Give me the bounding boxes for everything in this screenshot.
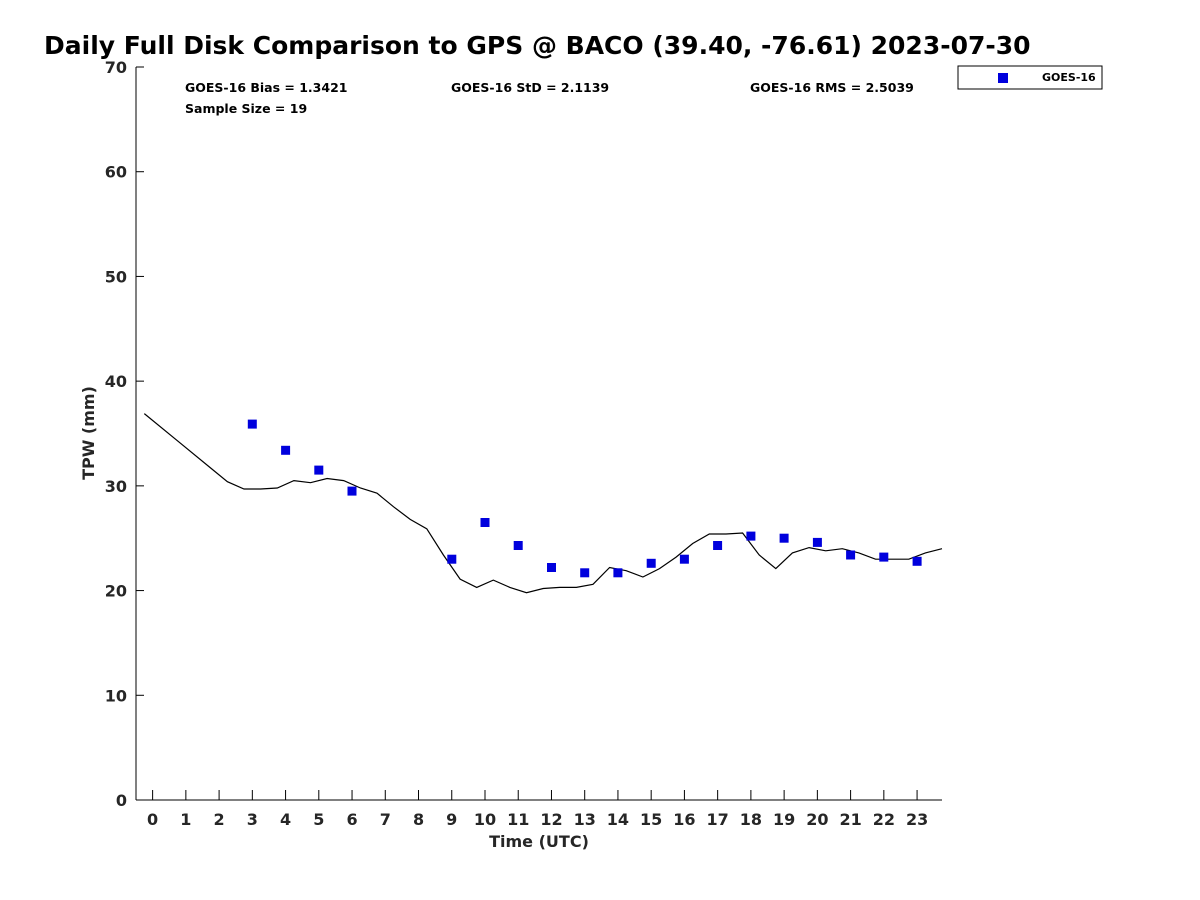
y-tick-label: 0 [116,791,127,810]
goes-16-point [912,556,922,566]
x-tick-label: 10 [474,810,496,829]
goes-16-point [314,465,324,475]
y-tick-label: 50 [105,267,127,286]
goes-16-point [646,558,656,568]
x-tick-label: 18 [740,810,762,829]
x-tick-label: 6 [346,810,357,829]
x-tick-label: 11 [507,810,529,829]
goes-16-point [713,541,723,550]
chart-title: Daily Full Disk Comparison to GPS @ BACO… [44,31,1031,60]
x-tick-label: 17 [707,810,729,829]
goes-16-point [513,541,523,550]
y-tick-label: 30 [105,477,127,496]
goes-16-point [281,445,291,455]
sample-size-stat: Sample Size = 19 [185,101,307,116]
x-tick-label: 22 [873,810,895,829]
y-axis-label: TPW (mm) [79,386,98,480]
x-axis-label: Time (UTC) [489,832,589,851]
x-tick-label: 1 [180,810,191,829]
goes-16-point [746,531,756,541]
goes-16-points [247,419,922,578]
goes-16-point [547,563,556,572]
x-ticks: 0 1 2 3 4 5 6 7 8 9 10 11 12 13 14 15 16 17 18 19 20 21 22 23 [147,790,928,829]
y-tick-label: 70 [105,58,127,77]
legend-marker [998,73,1008,83]
goes-16-point [846,550,856,560]
x-tick-label: 8 [413,810,424,829]
x-tick-label: 2 [214,810,225,829]
legend-box [957,65,1103,90]
goes-16-point [812,537,822,547]
x-tick-label: 20 [806,810,828,829]
goes-16-point [613,568,623,578]
x-tick-label: 13 [574,810,596,829]
goes-16-point [679,554,689,564]
goes-16-point [247,419,257,429]
x-tick-label: 7 [380,810,391,829]
std-stat: GOES-16 StD = 2.1139 [451,80,609,95]
x-tick-label: 21 [839,810,861,829]
x-tick-label: 19 [773,810,795,829]
y-tick-label: 60 [105,163,127,182]
goes-16-point [447,554,457,564]
legend-label: GOES-16 [1042,71,1096,84]
gps-series-line [143,413,943,594]
y-tick-label: 10 [105,686,127,705]
goes-16-point [347,486,357,496]
y-tick-label: 40 [105,372,127,391]
x-tick-label: 4 [280,810,291,829]
stats-annotations: GOES-16 Bias = 1.3421 GOES-16 StD = 2.11… [185,80,914,116]
y-ticks: 0 10 20 30 40 50 60 70 [105,58,144,810]
goes-16-point [779,533,789,543]
x-tick-label: 12 [540,810,562,829]
x-tick-label: 23 [906,810,928,829]
x-tick-label: 0 [147,810,158,829]
bias-stat: GOES-16 Bias = 1.3421 [185,80,347,95]
legend: GOES-16 [957,65,1103,90]
x-tick-label: 5 [313,810,324,829]
y-tick-label: 20 [105,582,127,601]
goes-16-point [580,568,590,578]
x-tick-label: 14 [607,810,629,829]
rms-stat: GOES-16 RMS = 2.5039 [750,80,914,95]
x-tick-label: 3 [247,810,258,829]
goes-16-point [879,552,889,562]
x-tick-label: 15 [640,810,662,829]
x-tick-label: 16 [673,810,695,829]
x-tick-label: 9 [446,810,457,829]
goes-16-point [480,518,490,527]
